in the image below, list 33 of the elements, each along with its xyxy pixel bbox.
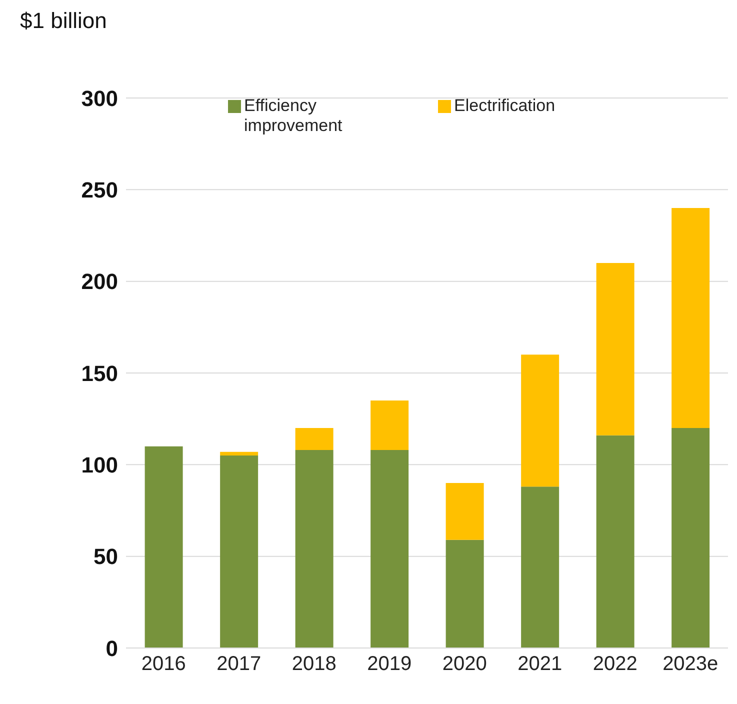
y-axis-title: $1 billion bbox=[20, 8, 107, 34]
x-tick-label: 2018 bbox=[292, 653, 336, 676]
y-tick-label: 300 bbox=[81, 86, 118, 111]
x-tick-label: 2020 bbox=[442, 653, 487, 676]
x-tick-label: 2021 bbox=[518, 653, 562, 676]
bar bbox=[295, 428, 334, 450]
bar bbox=[295, 450, 334, 648]
legend-label: Electrification bbox=[454, 96, 556, 116]
bar bbox=[672, 208, 710, 428]
bar bbox=[446, 483, 484, 540]
y-tick-label: 100 bbox=[81, 452, 118, 478]
x-tick-label: 2017 bbox=[216, 653, 262, 676]
y-tick-label: 150 bbox=[81, 360, 118, 386]
bar bbox=[672, 428, 710, 648]
bar bbox=[370, 450, 409, 648]
x-tick-label: 2023e bbox=[662, 653, 718, 676]
x-tick-label: 2019 bbox=[367, 653, 412, 676]
bar bbox=[220, 456, 258, 648]
legend-label: Efficiency improvement bbox=[244, 96, 344, 136]
bar bbox=[144, 446, 183, 648]
bar bbox=[446, 540, 484, 648]
x-tick-label: 2022 bbox=[592, 653, 638, 676]
y-tick-label: 200 bbox=[81, 269, 118, 294]
bar bbox=[596, 435, 634, 648]
bar bbox=[596, 263, 634, 436]
y-tick-label: 0 bbox=[106, 636, 118, 661]
bar bbox=[521, 354, 560, 487]
bar bbox=[521, 486, 560, 648]
bar bbox=[220, 452, 258, 456]
y-tick-label: 50 bbox=[94, 544, 118, 570]
bar bbox=[370, 400, 409, 450]
x-tick-label: 2016 bbox=[141, 653, 186, 676]
y-tick-label: 250 bbox=[81, 177, 118, 202]
